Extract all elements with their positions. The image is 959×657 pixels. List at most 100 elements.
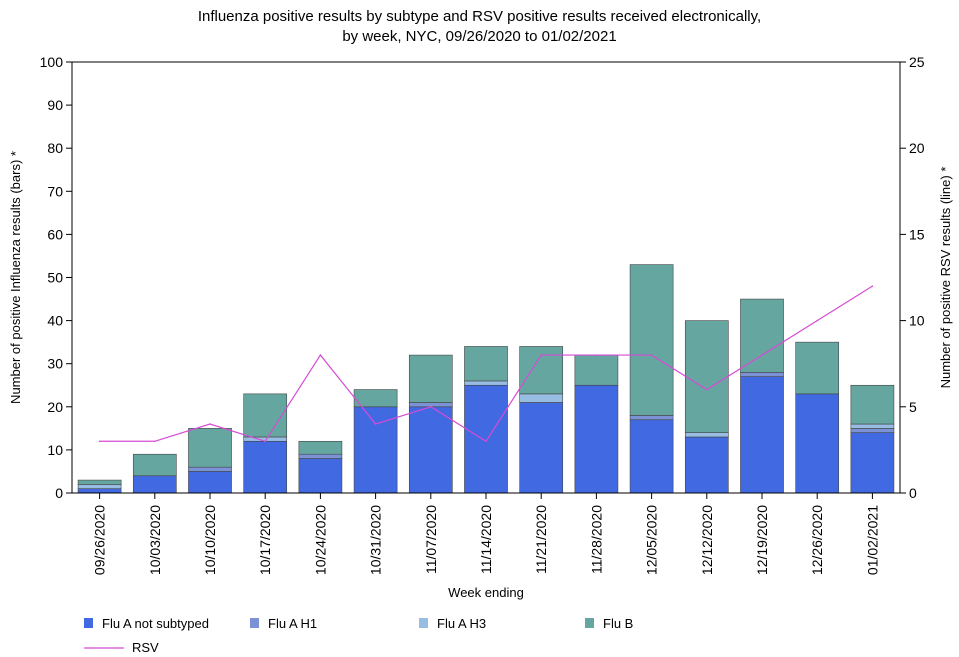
legend-swatch-flu-a-h3 [419, 618, 428, 628]
rsv-point-6 [430, 406, 432, 408]
bar-flu-a-not-subtyped-10 [629, 419, 674, 494]
axes-layer: 0 10 20 30 40 50 60 70 80 90 100 0 5 10 15 20 25 09/26/20… [40, 54, 925, 575]
y-left-tick-label-10: 10 [47, 442, 63, 458]
rsv-line-layer [98, 285, 874, 443]
bar-flu-b-4 [298, 440, 343, 455]
bar-flu-b-6 [408, 354, 453, 403]
bar-flu-a-h3-8 [519, 393, 564, 403]
chart-title-line-2: by week, NYC, 09/26/2020 to 01/02/2021 [342, 28, 617, 45]
legend-label-flu-a-h3: Flu A H3 [437, 616, 486, 631]
bar-flu-b-9 [574, 354, 619, 386]
y-right-tick-label-15: 15 [909, 226, 925, 242]
rsv-point-14 [871, 285, 874, 287]
y-axis-left-title: Number of positive Influenza results (ba… [8, 151, 23, 404]
rsv-point-11 [706, 388, 708, 391]
x-tick-label-13: 12/26/2020 [809, 505, 825, 575]
bar-flu-a-not-subtyped-13 [795, 393, 840, 494]
bar-flu-a-h1-2 [188, 466, 232, 472]
bar-flu-b-10 [629, 264, 674, 416]
bar-flu-a-not-subtyped-11 [684, 436, 729, 494]
x-tick-label-9: 11/28/2020 [588, 505, 604, 574]
y-left-tick-label-30: 30 [47, 356, 63, 372]
legend-label-flu-a-h1: Flu A H1 [268, 616, 317, 631]
bar-flu-a-not-subtyped-4 [298, 458, 343, 494]
bar-flu-a-not-subtyped-5 [353, 406, 398, 494]
y-left-tick-label-40: 40 [47, 313, 63, 329]
rsv-point-12 [761, 354, 763, 356]
bar-flu-a-not-subtyped-12 [740, 376, 784, 494]
rsv-point-7 [485, 440, 487, 443]
bar-flu-a-not-subtyped-14 [850, 432, 895, 494]
y-left-tick-label-100: 100 [40, 54, 64, 70]
rsv-point-1 [154, 440, 156, 443]
bar-flu-a-h1-10 [629, 415, 674, 421]
rsv-point-13 [816, 319, 818, 322]
bar-flu-b-11 [684, 320, 729, 433]
bar-flu-a-not-subtyped-0 [77, 488, 122, 494]
legend-label-flu-b: Flu B [603, 616, 633, 631]
y-left-tick-label-70: 70 [47, 183, 63, 199]
x-tick-label-14: 01/02/2021 [864, 505, 880, 575]
x-tick-label-7: 11/14/2020 [478, 505, 494, 574]
x-axis-title: Week ending [448, 585, 524, 600]
bar-flu-b-7 [464, 346, 508, 382]
bar-flu-a-not-subtyped-1 [132, 475, 177, 494]
bar-flu-a-not-subtyped-2 [188, 471, 232, 494]
bar-flu-b-12 [740, 298, 784, 373]
y-left-tick-label-80: 80 [47, 140, 63, 156]
rsv-point-2 [209, 423, 211, 425]
rsv-point-5 [374, 423, 377, 425]
x-tick-label-5: 10/31/2020 [368, 505, 384, 575]
x-tick-label-8: 11/21/2020 [533, 505, 549, 574]
bar-flu-b-3 [243, 393, 288, 438]
y-left-tick-label-60: 60 [47, 226, 63, 242]
rsv-point-8 [540, 354, 542, 356]
bar-flu-a-h3-14 [850, 423, 895, 429]
bar-flu-a-h1-4 [298, 453, 343, 459]
rsv-point-9 [595, 354, 598, 356]
x-tick-label-0: 09/26/2020 [92, 505, 108, 575]
bar-flu-b-5 [353, 389, 398, 408]
bar-flu-a-not-subtyped-3 [243, 440, 288, 494]
y-left-tick-label-20: 20 [47, 399, 63, 415]
y-right-tick-label-20: 20 [909, 140, 925, 156]
bar-flu-a-not-subtyped-9 [574, 384, 619, 494]
rsv-point-4 [319, 354, 322, 356]
bar-flu-a-h3-0 [77, 484, 122, 489]
x-tick-label-1: 10/03/2020 [147, 505, 163, 575]
bar-flu-a-h3-11 [684, 432, 729, 438]
y-right-tick-label-25: 25 [909, 54, 925, 70]
y-left-tick-label-0: 0 [55, 485, 63, 501]
bar-flu-a-h3-7 [464, 380, 508, 386]
rsv-point-10 [650, 354, 653, 356]
x-tick-label-4: 10/24/2020 [312, 505, 328, 575]
x-tick-label-10: 12/05/2020 [644, 505, 660, 575]
y-right-tick-label-5: 5 [909, 399, 917, 415]
bar-flu-b-13 [795, 341, 840, 395]
bar-flu-a-not-subtyped-6 [408, 406, 453, 494]
legend-swatch-flu-b [585, 618, 594, 628]
bar-flu-a-not-subtyped-7 [464, 384, 508, 494]
bar-flu-b-1 [132, 453, 177, 477]
bar-flu-a-h1-14 [850, 428, 895, 433]
x-tick-label-6: 11/07/2020 [423, 505, 439, 574]
x-tick-label-12: 12/19/2020 [754, 505, 770, 575]
bar-flu-b-8 [519, 346, 564, 395]
bar-flu-b-0 [77, 479, 122, 485]
legend-label-rsv: RSV [132, 640, 159, 655]
y-right-tick-label-0: 0 [909, 485, 917, 501]
legend: Flu A not subtyped Flu A H1 Flu A H3 Flu B R… [84, 616, 633, 655]
bar-flu-b-2 [188, 428, 232, 468]
rsv-point-3 [264, 440, 267, 443]
legend-swatch-flu-a-not-subtyped [84, 618, 93, 628]
x-tick-label-11: 12/12/2020 [699, 505, 715, 575]
legend-swatch-flu-a-h1 [250, 618, 259, 628]
rsv-point-0 [98, 440, 101, 443]
x-tick-label-2: 10/10/2020 [202, 505, 218, 575]
bar-flu-b-14 [850, 384, 895, 425]
y-axis-right-title: Number of positive RSV results (line) * [938, 167, 953, 389]
legend-label-flu-a-not-subtyped: Flu A not subtyped [102, 616, 209, 631]
x-tick-label-3: 10/17/2020 [257, 505, 273, 575]
